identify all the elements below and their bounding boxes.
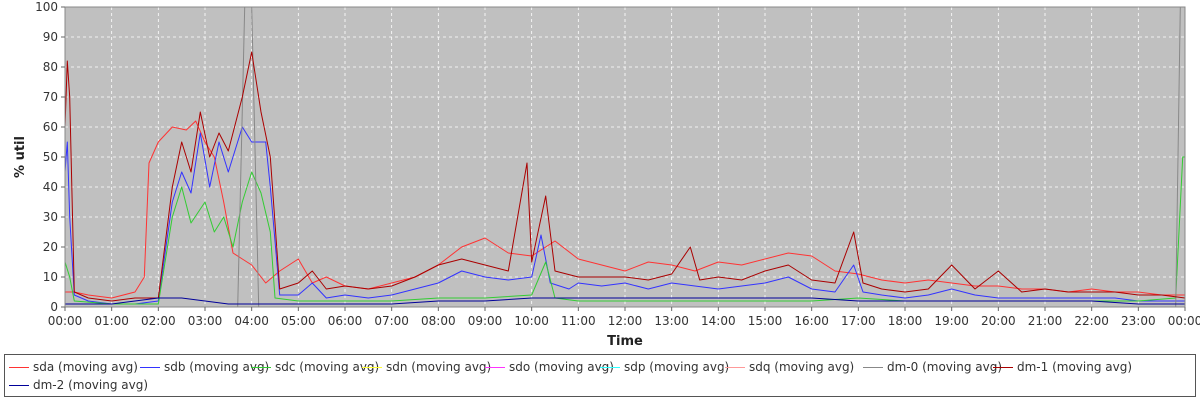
legend-item-sdo: sdo (moving avg) — [485, 359, 614, 375]
y-tick-label: 20 — [43, 240, 58, 254]
legend-swatch — [725, 366, 745, 368]
x-tick-label: 22:00 — [1074, 314, 1109, 328]
x-tick-label: 21:00 — [1028, 314, 1063, 328]
x-tick-label: 15:00 — [748, 314, 783, 328]
x-tick-label: 20:00 — [981, 314, 1016, 328]
x-axis-title: Time — [607, 334, 643, 349]
legend-item-sdq: sdq (moving avg) — [725, 359, 854, 375]
legend-swatch — [9, 366, 29, 368]
series-line-dm-0 — [65, 6, 1185, 308]
y-tick-label: 0 — [50, 300, 58, 314]
y-tick-label: 50 — [43, 150, 58, 164]
legend-swatch — [863, 366, 883, 368]
legend-label: dm-0 (moving avg) — [887, 360, 1003, 374]
legend-label: sdc (moving avg) — [275, 360, 380, 374]
x-tick-label: 19:00 — [934, 314, 969, 328]
legend-swatch — [251, 366, 271, 368]
line-chart: 0 10 20 30 40 50 60 70 80 90 100 00:00 01:00 02:00 03… — [13, 0, 1200, 349]
legend-label: sdo (moving avg) — [509, 360, 614, 374]
x-tick-label: 00:00 — [48, 314, 83, 328]
legend-label: sdp (moving avg) — [624, 360, 730, 374]
y-axis-title: % util — [13, 136, 28, 178]
y-tick-label: 60 — [43, 120, 58, 134]
x-tick-label: 02:00 — [141, 314, 176, 328]
legend-label: sdn (moving avg) — [386, 360, 492, 374]
legend-item-sdb: sdb (moving avg) — [140, 359, 269, 375]
series-line-dm-1 — [64, 51, 1186, 302]
legend-item-dm-0: dm-0 (moving avg) — [863, 359, 1002, 375]
legend-label: sdb (moving avg) — [164, 360, 270, 374]
legend-item-sdp: sdp (moving avg) — [600, 359, 729, 375]
y-tick-label: 80 — [43, 60, 58, 74]
legend-label: sdq (moving avg) — [749, 360, 855, 374]
legend-swatch — [993, 366, 1013, 368]
x-tick-label: 08:00 — [421, 314, 456, 328]
x-tick-label: 03:00 — [188, 314, 223, 328]
x-tick-label: 06:00 — [328, 314, 363, 328]
legend-item-sdn: sdn (moving avg) — [362, 359, 491, 375]
legend-item-sda: sda (moving avg) — [9, 359, 138, 375]
x-tick-label: 16:00 — [794, 314, 829, 328]
x-tick-label: 07:00 — [374, 314, 409, 328]
legend-item-dm-2: dm-2 (moving avg) — [9, 377, 148, 393]
legend-label: dm-1 (moving avg) — [1017, 360, 1133, 374]
y-axis-ticks: 0 10 20 30 40 50 60 70 80 90 100 — [35, 0, 65, 314]
legend-swatch — [9, 384, 29, 386]
x-tick-label: 13:00 — [654, 314, 689, 328]
x-tick-label: 14:00 — [701, 314, 736, 328]
x-tick-label: 12:00 — [608, 314, 643, 328]
y-tick-label: 30 — [43, 210, 58, 224]
x-tick-label: 23:00 — [1121, 314, 1156, 328]
series-line-sdb — [64, 126, 1185, 305]
series-line-dm-2 — [65, 297, 1185, 305]
y-tick-label: 40 — [43, 180, 58, 194]
y-tick-label: 90 — [43, 30, 58, 44]
x-tick-label: 11:00 — [561, 314, 596, 328]
y-tick-label: 100 — [35, 0, 58, 14]
x-tick-label: 10:00 — [514, 314, 549, 328]
x-tick-label: 18:00 — [888, 314, 923, 328]
x-tick-label: 05:00 — [281, 314, 316, 328]
x-tick-label: 09:00 — [468, 314, 503, 328]
legend-item-dm-1: dm-1 (moving avg) — [993, 359, 1132, 375]
legend-swatch — [485, 366, 505, 368]
legend-label: dm-2 (moving avg) — [33, 378, 149, 392]
legend-label: sda (moving avg) — [33, 360, 138, 374]
legend-swatch — [362, 366, 382, 368]
x-tick-label: 01:00 — [94, 314, 129, 328]
legend-swatch — [140, 366, 160, 368]
legend: sda (moving avg) sdb (moving avg) sdc (mov… — [4, 354, 1196, 397]
x-axis-ticks: 00:00 01:00 02:00 03:00 04:00 05:00 06:00 07:00… — [48, 307, 1200, 328]
y-tick-label: 70 — [43, 90, 58, 104]
x-tick-label: 04:00 — [234, 314, 269, 328]
x-tick-label: 00:00 — [1168, 314, 1200, 328]
legend-item-sdc: sdc (moving avg) — [251, 359, 379, 375]
x-tick-label: 17:00 — [841, 314, 876, 328]
legend-swatch — [600, 366, 620, 368]
y-tick-label: 10 — [43, 270, 58, 284]
